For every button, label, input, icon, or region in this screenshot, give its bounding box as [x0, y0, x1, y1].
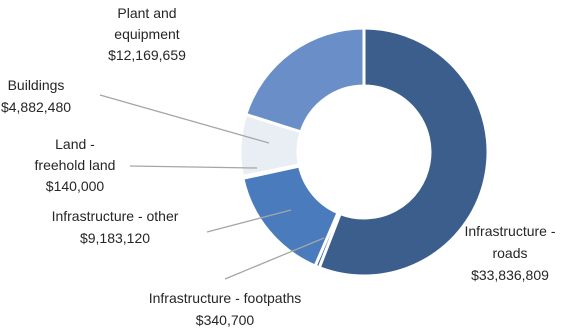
data-label-buildings: Buildings $4,882,480 [1, 77, 71, 115]
data-label-land-freehold-land: Land - freehold land $140,000 [35, 136, 116, 194]
label-line: $33,836,809 [471, 267, 549, 283]
slices-group [238, 26, 490, 278]
label-line: roads [492, 245, 527, 261]
label-line: Plant and [117, 5, 176, 21]
label-line: Infrastructure - other [52, 208, 179, 224]
data-label-plant-and-equipment: Plant and equipment $12,169,659 [108, 5, 186, 63]
leader-line-infrastructure-footpaths [224, 237, 325, 280]
label-line: Buildings [8, 77, 65, 93]
label-line: $12,169,659 [108, 47, 186, 63]
leader-line-buildings [99, 94, 270, 144]
label-line: $4,882,480 [1, 99, 71, 115]
data-label-infrastructure-roads: Infrastructure - roads $33,836,809 [464, 223, 555, 283]
label-line: $140,000 [46, 178, 105, 194]
label-line: Infrastructure - footpaths [149, 290, 302, 306]
data-label-infrastructure-footpaths: Infrastructure - footpaths $340,700 [149, 290, 302, 328]
slice-plant-and-equipment [243, 26, 366, 134]
leader-lines [99, 94, 325, 280]
leader-line-infrastructure-other [206, 209, 292, 233]
slice-infrastructure-roads [317, 26, 490, 278]
label-line: $340,700 [196, 312, 255, 328]
label-line: Infrastructure - [464, 223, 555, 239]
leader-line-land-freehold-land [129, 165, 258, 169]
label-line: Land - [55, 136, 95, 152]
label-line: freehold land [35, 157, 116, 173]
label-line: $9,183,120 [80, 230, 150, 246]
data-label-infrastructure-other: Infrastructure - other $9,183,120 [52, 208, 179, 246]
label-line: equipment [114, 26, 179, 42]
data-labels: Infrastructure -roads $33,836,809Infrastr… [1, 5, 556, 328]
